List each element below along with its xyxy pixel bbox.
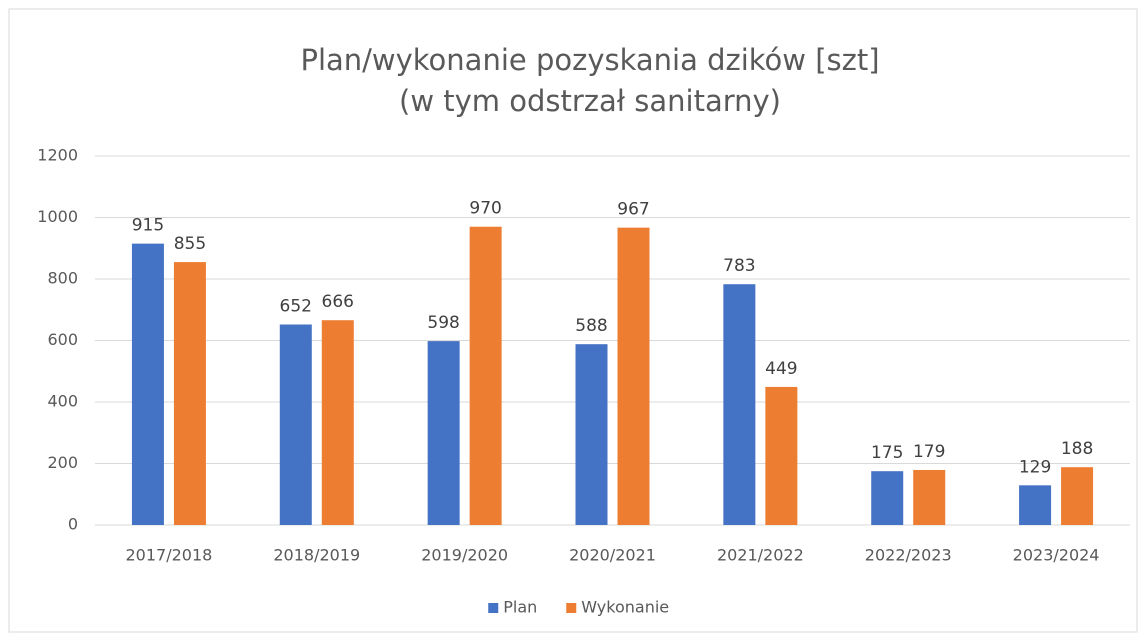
value-label: 652 [280,297,312,317]
bar [723,284,756,525]
value-label: 915 [132,216,164,236]
value-label: 188 [1061,439,1093,459]
bar [1061,467,1094,525]
bar [321,320,354,525]
value-label: 588 [575,316,607,336]
value-label: 598 [427,313,459,333]
value-label: 967 [617,200,649,220]
value-label: 855 [174,234,206,254]
value-label: 783 [723,256,755,276]
bar [617,227,650,525]
legend-label: Plan [503,598,537,617]
value-label: 129 [1019,457,1051,477]
bar [575,344,608,525]
y-tick-label: 800 [47,269,78,288]
x-tick-label: 2023/2024 [1013,546,1100,565]
bar [131,243,164,525]
x-tick-label: 2020/2021 [569,546,656,565]
bar [173,262,206,525]
x-tick-label: 2017/2018 [126,546,213,565]
value-label: 449 [765,359,797,379]
legend-swatch [488,603,499,613]
x-tick-label: 2022/2023 [865,546,952,565]
bar [427,341,460,525]
legend-label: Wykonanie [581,598,669,617]
y-tick-label: 200 [47,453,78,472]
x-tick-label: 2021/2022 [717,546,804,565]
value-label: 666 [322,292,354,312]
y-tick-label: 1200 [37,146,78,165]
value-label: 179 [913,442,945,462]
value-label: 175 [871,443,903,463]
x-tick-label: 2018/2019 [273,546,360,565]
bar [1019,485,1052,525]
y-tick-label: 0 [68,515,78,534]
x-tick-label: 2019/2020 [421,546,508,565]
bar [279,324,312,525]
chart-subtitle: (w tym odstrzał sanitarny) [399,84,781,118]
y-tick-label: 400 [47,392,78,411]
bar [765,386,798,525]
y-tick-label: 1000 [37,207,78,226]
bar [871,471,904,525]
bar [469,226,502,525]
legend-swatch [566,603,577,613]
y-tick-label: 600 [47,330,78,349]
chart-title: Plan/wykonanie pozyskania dzików [szt] [300,43,879,77]
bar [913,469,946,525]
value-label: 970 [469,199,501,219]
